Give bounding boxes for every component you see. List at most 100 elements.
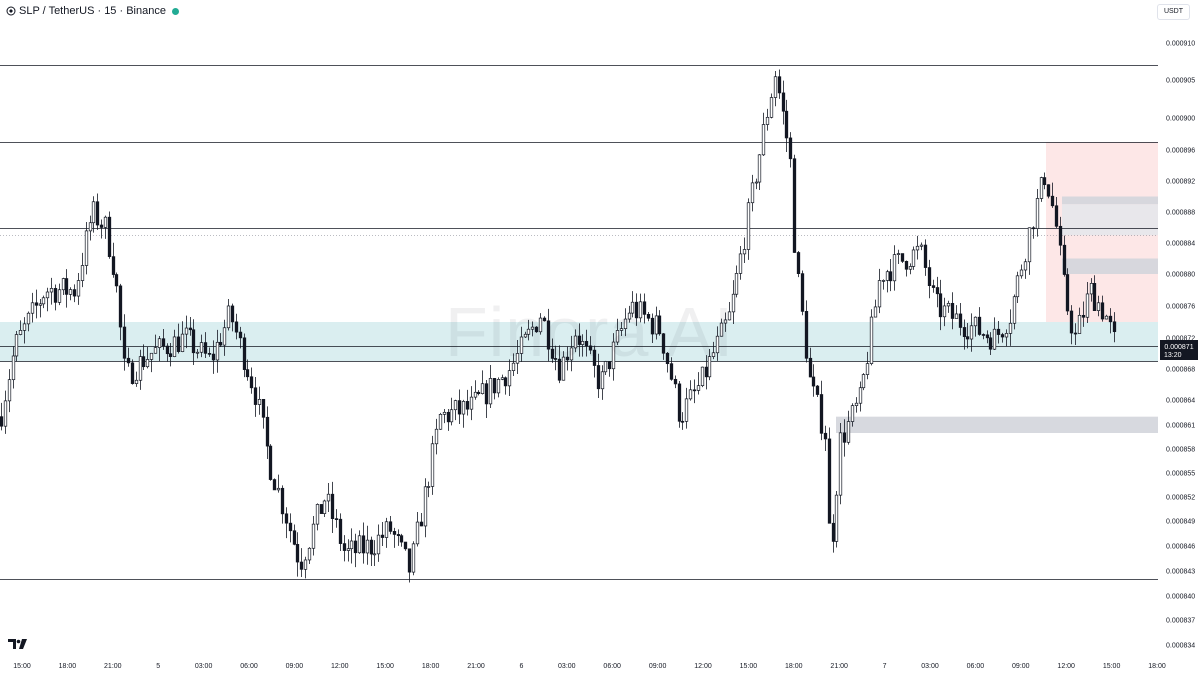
candle-body-189 <box>727 311 732 321</box>
candle-body-184 <box>707 356 712 378</box>
candle-body-227 <box>873 306 878 318</box>
candle-body-135 <box>519 336 524 354</box>
y-tick-label-10: 0.000868 <box>1166 367 1195 374</box>
market-status-dot <box>171 7 179 15</box>
candle-body-3 <box>11 355 16 381</box>
symbol-header: SLP / TetherUS · 15 · Binance <box>6 4 179 18</box>
candle-body-242 <box>931 285 936 288</box>
candle-body-71 <box>272 479 277 491</box>
candle-body-7 <box>26 312 31 325</box>
candle-body-223 <box>858 387 863 404</box>
candle-body-288 <box>1108 315 1113 323</box>
candle-body-43 <box>165 345 170 355</box>
candle-body-156 <box>600 371 605 390</box>
tradingview-logo-icon[interactable] <box>8 638 28 650</box>
price-axis: 0.000910 0.000905 0.000900 0.000896 0.000892… <box>1166 41 1195 650</box>
candle-body-164 <box>630 301 635 314</box>
candle-body-250 <box>962 327 967 338</box>
candle-body-270 <box>1039 177 1044 199</box>
candle-body-121 <box>465 401 470 410</box>
candle-body-273 <box>1050 195 1055 207</box>
candle-body-151 <box>580 341 585 345</box>
y-tick-label-14: 0.000855 <box>1166 471 1195 478</box>
candle-body-207 <box>796 252 801 274</box>
candle-body-221 <box>850 405 855 422</box>
candle-body-203 <box>781 92 786 112</box>
candle-body-65 <box>249 376 254 389</box>
candle-body-277 <box>1065 274 1070 312</box>
x-tick-label-16: 15:00 <box>740 663 758 670</box>
candle-body-180 <box>692 389 697 392</box>
candle-body-142 <box>546 320 551 350</box>
candle-body-20 <box>76 280 81 297</box>
candle-body-54 <box>207 353 212 355</box>
candle-body-159 <box>611 341 616 370</box>
x-tick-label-22: 09:00 <box>1012 663 1030 670</box>
candle-body-61 <box>234 321 239 333</box>
y-tick-label-16: 0.000849 <box>1166 519 1195 526</box>
candle-body-99 <box>380 534 385 538</box>
candle-body-283 <box>1089 283 1094 295</box>
candle-body-110 <box>423 486 428 527</box>
candle-body-112 <box>430 443 435 487</box>
candle-body-244 <box>938 293 943 318</box>
candle-body-62 <box>238 331 243 339</box>
candle-body-138 <box>530 326 535 330</box>
candle-body-133 <box>511 362 516 371</box>
candle-body-171 <box>657 315 662 335</box>
candle-body-262 <box>1008 322 1013 334</box>
candle-body-55 <box>211 353 216 361</box>
candle-body-22 <box>84 230 89 266</box>
candle-body-52 <box>199 342 204 353</box>
candle-body-94 <box>361 535 366 554</box>
candle-body-70 <box>268 445 273 480</box>
candle-body-15 <box>57 289 62 303</box>
candle-body-84 <box>322 500 327 514</box>
candle-body-56 <box>215 341 220 361</box>
candle-body-201 <box>773 76 778 98</box>
symbol-title[interactable]: SLP / TetherUS · 15 · Binance <box>19 5 166 17</box>
candle-body-236 <box>908 266 913 270</box>
candle-body-5 <box>18 330 23 335</box>
candle-body-28 <box>107 216 112 257</box>
current-price-value: 0.000871 <box>1164 344 1193 351</box>
candle-body-108 <box>415 521 420 545</box>
candle-body-166 <box>638 301 643 319</box>
y-tick-label-7: 0.000880 <box>1166 272 1195 279</box>
zone-level-5 <box>836 416 1158 433</box>
candle-body-34 <box>130 362 135 384</box>
candle-body-169 <box>650 317 655 335</box>
currency-label[interactable]: USDT <box>1156 4 1190 20</box>
candle-body-285 <box>1096 302 1101 311</box>
candle-body-16 <box>61 278 66 291</box>
candle-body-124 <box>476 391 481 395</box>
candle-body-185 <box>711 352 716 357</box>
candle-body-235 <box>904 260 909 270</box>
candle-body-76 <box>292 530 297 545</box>
x-tick-label-20: 03:00 <box>921 663 939 670</box>
candle-body-197 <box>757 154 762 183</box>
y-tick-label-9: 0.000872 <box>1166 336 1195 343</box>
zone-level-2 <box>1062 196 1158 205</box>
candle-body-213 <box>819 394 824 434</box>
y-tick-label-21: 0.000834 <box>1166 643 1195 650</box>
candle-body-216 <box>831 522 836 542</box>
candle-body-50 <box>191 329 196 354</box>
x-tick-label-12: 03:00 <box>558 663 576 670</box>
candle-body-266 <box>1023 261 1028 271</box>
zone-level-4 <box>1062 258 1158 274</box>
x-tick-label-5: 06:00 <box>240 663 258 670</box>
x-tick-label-6: 09:00 <box>286 663 304 670</box>
candle-body-249 <box>958 313 963 328</box>
candle-body-106 <box>407 548 412 573</box>
candle-body-210 <box>808 357 813 378</box>
candle-body-73 <box>280 487 285 515</box>
candle-body-168 <box>646 314 651 319</box>
candle-body-38 <box>145 359 150 368</box>
candle-body-45 <box>172 336 177 357</box>
candle-body-87 <box>334 518 339 520</box>
candle-body-24 <box>91 201 96 224</box>
candle-body-177 <box>680 420 685 423</box>
